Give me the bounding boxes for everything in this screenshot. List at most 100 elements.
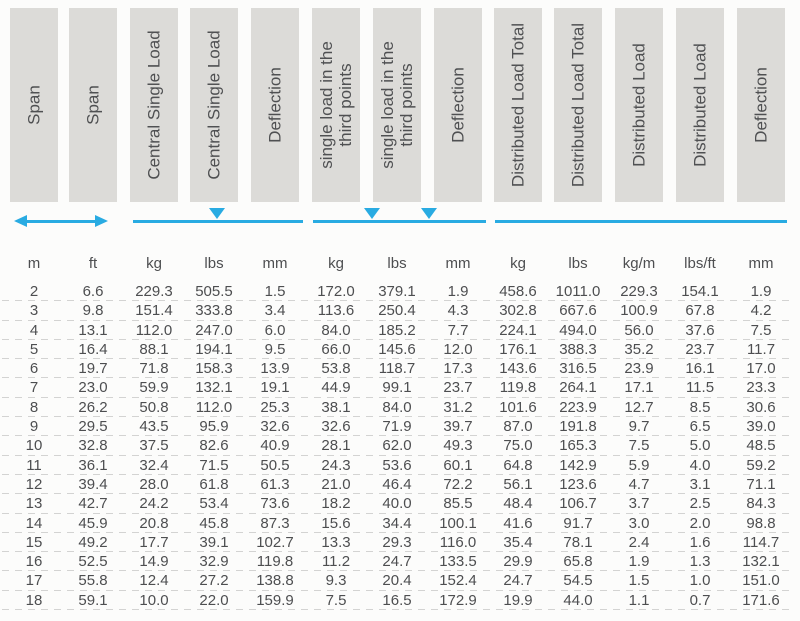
table-cell: 7 [29,379,39,397]
table-row: 15 49.2 17.7 39.1 102.7 13.3 29.3 116.0 35.4 78.1… [0,532,800,553]
table-cell: 27.2 [199,572,229,590]
table-cell: 247.0 [195,321,233,339]
column-header-label: Span [83,85,103,125]
beam-line [133,220,303,223]
table-cell: 3 [29,302,39,320]
table-cell: 133.5 [439,553,477,571]
table-cell: 39.1 [199,533,229,551]
table-cell: 59.9 [139,379,169,397]
table-cell: 224.1 [499,321,537,339]
table-cell: 1011.0 [555,283,601,300]
header-box: Distributed Load Total [554,8,602,202]
table-cell: 116.0 [439,533,477,551]
table-cell: 11.7 [746,340,776,358]
beam-line [495,220,787,223]
unit-label: lbs/ft [684,255,716,272]
table-cell: 53.4 [199,495,229,513]
table-cell: 84.0 [321,321,351,339]
table-cell: 29.5 [78,418,108,436]
central-single-load-diagram-icon [133,202,303,246]
column-header-label: single load in the third points [317,41,355,169]
header-box: Deflection [737,8,785,202]
table-cell: 62.0 [382,437,412,455]
table-cell: 229.3 [135,283,173,300]
table-cell: 1.1 [628,591,650,609]
table-cell: 100.9 [620,302,658,320]
table-cell: 5.9 [628,456,650,474]
table-row: 18 59.1 10.0 22.0 159.9 7.5 16.5 172.9 19.9 44.0 1… [0,590,800,611]
table-cell: 119.8 [499,379,537,397]
table-cell: 24.7 [503,572,533,590]
table-cell: 67.8 [685,302,715,320]
table-cell: 42.7 [78,495,108,513]
table-cell: 23.9 [624,360,654,378]
table-cell: 10.0 [139,591,169,609]
table-cell: 3.0 [628,514,650,532]
unit-label: mm [748,255,774,272]
table-cell: 16 [25,553,43,571]
table-cell: 106.7 [559,495,597,513]
table-cell: 61.3 [260,475,290,493]
table-cell: 44.0 [563,591,593,609]
column-header-label: Deflection [265,67,285,143]
table-cell: 1.9 [447,283,469,300]
column-header-label: single load in the third points [378,41,416,169]
table-cell: 100.1 [439,514,477,532]
table-cell: 29.9 [503,553,533,571]
table-cell: 45.9 [78,514,108,532]
unit-label: kg [146,255,162,272]
table-cell: 35.2 [624,340,654,358]
table-cell: 6.0 [264,321,286,339]
table-cell: 40.0 [382,495,412,513]
table-cell: 41.6 [503,514,533,532]
unit-label: mm [445,255,471,272]
table-cell: 1.6 [689,533,711,551]
table-cell: 45.8 [199,514,229,532]
table-cell: 158.3 [195,360,233,378]
distributed-load-diagram-icon [495,202,787,246]
unit-label: kg [510,255,526,272]
unit-label: kg/m [622,255,656,272]
table-cell: 114.7 [742,533,780,551]
table-cell: 87.0 [503,418,533,436]
table-cell: 17.0 [746,360,776,378]
table-cell: 458.6 [499,283,537,300]
table-cell: 13 [25,495,43,513]
table-cell: 159.9 [256,591,294,609]
table-row: 6 19.7 71.8 158.3 13.9 53.8 118.7 17.3 143.6 316.… [0,359,800,379]
table-cell: 21.0 [321,475,351,493]
header-cell-deflection-1: Deflection [244,8,306,202]
table-cell: 16.1 [685,360,715,378]
header-cell-third-points-lbs: single load in the third points [366,8,428,202]
table-cell: 20.8 [139,514,169,532]
table-cell: 102.7 [256,533,294,551]
table-cell: 13.1 [78,321,108,339]
table-cell: 18.2 [321,495,351,513]
table-cell: 19.9 [503,591,533,609]
table-cell: 4.2 [750,302,772,320]
table-cell: 34.4 [382,514,412,532]
table-cell: 11.2 [321,553,351,571]
table-cell: 165.3 [559,437,597,455]
unit-label: ft [88,255,98,272]
table-cell: 84.0 [382,398,412,416]
header-box: single load in the third points [373,8,421,202]
table-cell: 88.1 [139,340,169,358]
unit-label: kg [328,255,344,272]
table-cell: 14 [25,514,43,532]
table-cell: 87.3 [260,514,290,532]
table-cell: 2.4 [628,533,650,551]
table-cell: 71.9 [382,418,412,436]
table-cell: 14.9 [139,553,169,571]
table-cell: 172.9 [439,591,477,609]
load-diagram-row [0,202,800,246]
table-row: 13 42.7 24.2 53.4 73.6 18.2 40.0 85.5 48.4 106.7 3… [0,494,800,514]
table-cell: 32.6 [321,418,351,436]
table-cell: 3.4 [264,302,286,320]
table-cell: 152.4 [439,572,477,590]
table-cell: 2.0 [689,514,711,532]
table-cell: 65.8 [563,553,593,571]
table-cell: 3.1 [689,475,711,493]
table-cell: 23.7 [443,379,473,397]
table-cell: 54.5 [563,572,593,590]
